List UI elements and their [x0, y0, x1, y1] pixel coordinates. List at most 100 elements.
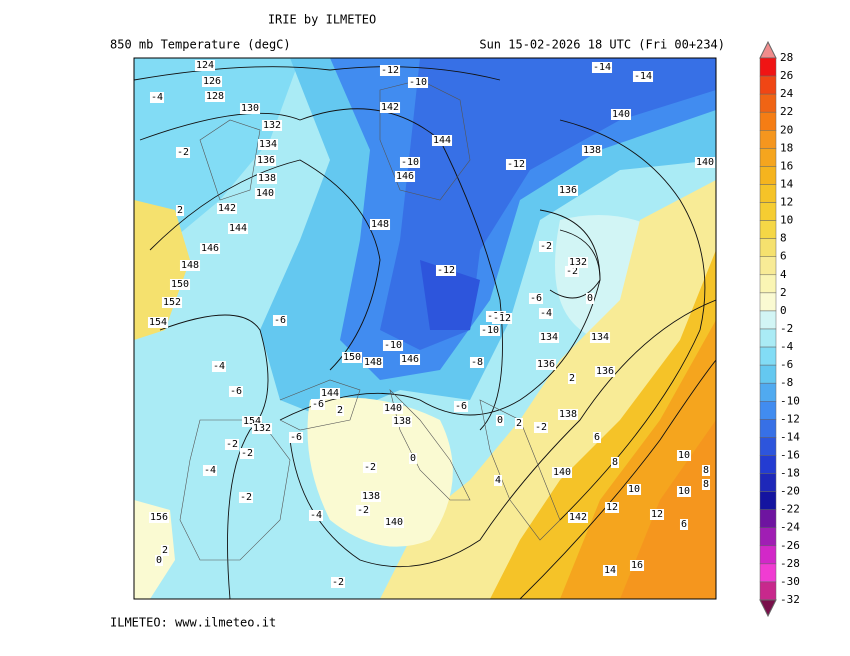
contour-label: 150: [171, 279, 189, 290]
contour-label: 8: [612, 457, 618, 468]
legend-swatch: [759, 581, 777, 601]
contour-label: 148: [364, 357, 382, 368]
contour-label: -8: [471, 357, 483, 368]
contour-label: 148: [371, 219, 389, 230]
contour-label-bg: [676, 486, 692, 497]
contour-label: -6: [290, 432, 302, 443]
contour-label: 138: [559, 409, 577, 420]
contour-label: 154: [243, 416, 261, 427]
contour-label: 0: [156, 555, 162, 566]
contour-label-bg: [254, 188, 276, 199]
contour-label-bg: [495, 415, 505, 426]
legend-swatch: [759, 437, 777, 456]
contour-label: 138: [362, 491, 380, 502]
contour-label-bg: [479, 325, 501, 336]
contour-label: 14: [604, 565, 616, 576]
contour-label: 156: [150, 512, 168, 523]
legend-label: -16: [780, 448, 800, 461]
contour-label-bg: [310, 399, 326, 410]
contour-label-bg: [238, 492, 254, 503]
contour-label-bg: [435, 265, 457, 276]
contour-label-bg: [391, 416, 413, 427]
contour-label: -12: [437, 265, 455, 276]
contour-label: -6: [455, 401, 467, 412]
contour-label-bg: [399, 157, 421, 168]
contour-label-bg: [148, 512, 170, 523]
legend-swatch: [759, 274, 777, 294]
contour-label-bg: [594, 366, 616, 377]
contour-label: 132: [253, 423, 271, 434]
contour-label: 146: [396, 171, 414, 182]
contour-label: 132: [263, 120, 281, 131]
contour-label: 128: [206, 91, 224, 102]
contour-label-bg: [514, 418, 524, 429]
contour-label-bg: [175, 147, 191, 158]
legend-label: 26: [780, 69, 793, 82]
legend-label: -20: [780, 485, 800, 498]
contour-label: 152: [163, 297, 181, 308]
contour-label-bg: [319, 388, 341, 399]
contour-label: -2: [177, 147, 189, 158]
legend-swatch: [759, 184, 777, 203]
contour-label-bg: [589, 332, 611, 343]
map: [134, 58, 716, 599]
color-legend: 2826242220181614121086420-2-4-6-8-10-12-…: [759, 40, 800, 618]
contour-label: 12: [606, 502, 618, 513]
temp-area: [620, 420, 716, 599]
contour-label-bg: [341, 352, 363, 363]
legend-swatch: [759, 491, 777, 510]
contour-label: 154: [149, 317, 167, 328]
contour-label-bg: [626, 484, 642, 495]
contour-label-bg: [585, 293, 595, 304]
contour-label: 148: [181, 260, 199, 271]
temp-area: [307, 397, 453, 547]
contour-label: 144: [321, 388, 339, 399]
legend-swatch: [759, 346, 777, 366]
contour-label-bg: [564, 266, 580, 277]
contour-label-bg: [194, 60, 216, 71]
contour-label: 2: [516, 418, 522, 429]
contour-label: 150: [343, 352, 361, 363]
contour-label: 130: [241, 103, 259, 114]
contour-label: 126: [203, 76, 221, 87]
legend-label: 8: [780, 232, 787, 245]
contour-label: -2: [240, 492, 252, 503]
contour-label: -2: [241, 448, 253, 459]
contour-label: -6: [530, 293, 542, 304]
legend-swatch: [759, 111, 777, 131]
contour-label-bg: [383, 517, 405, 528]
contour-label-bg: [676, 450, 692, 461]
contour-label: 134: [540, 332, 558, 343]
contour-label-bg: [538, 241, 554, 252]
legend-swatch: [759, 310, 777, 330]
legend-swatch: [759, 527, 777, 547]
contour-label: -12: [381, 65, 399, 76]
legend-label: 4: [780, 268, 787, 281]
contour-label-bg: [201, 76, 223, 87]
contour-label: -14: [593, 62, 611, 73]
legend-label: -10: [780, 394, 800, 407]
legend-label: -26: [780, 539, 800, 552]
legend-swatch: [759, 563, 777, 583]
contour-label-bg: [175, 205, 185, 216]
contour-label: 0: [410, 453, 416, 464]
contour-label-bg: [272, 315, 288, 326]
legend-label: -4: [780, 340, 794, 353]
contour-label-bg: [216, 203, 238, 214]
contour-label-bg: [147, 317, 169, 328]
legend-label: 0: [780, 304, 787, 317]
contour-label-bg: [179, 260, 201, 271]
contour-label-bg: [362, 357, 384, 368]
contour-label: 132: [569, 257, 587, 268]
contour-label-bg: [360, 491, 382, 502]
contour-label-bg: [528, 293, 544, 304]
contour-label: -10: [384, 340, 402, 351]
contour-label: -12: [493, 313, 511, 324]
contour-label-bg: [604, 502, 620, 513]
legend-label: 28: [780, 51, 793, 64]
contour-label: -2: [226, 439, 238, 450]
legend-over-arrow: [759, 40, 777, 59]
contour-label-bg: [701, 479, 711, 490]
contour-label: 136: [596, 366, 614, 377]
